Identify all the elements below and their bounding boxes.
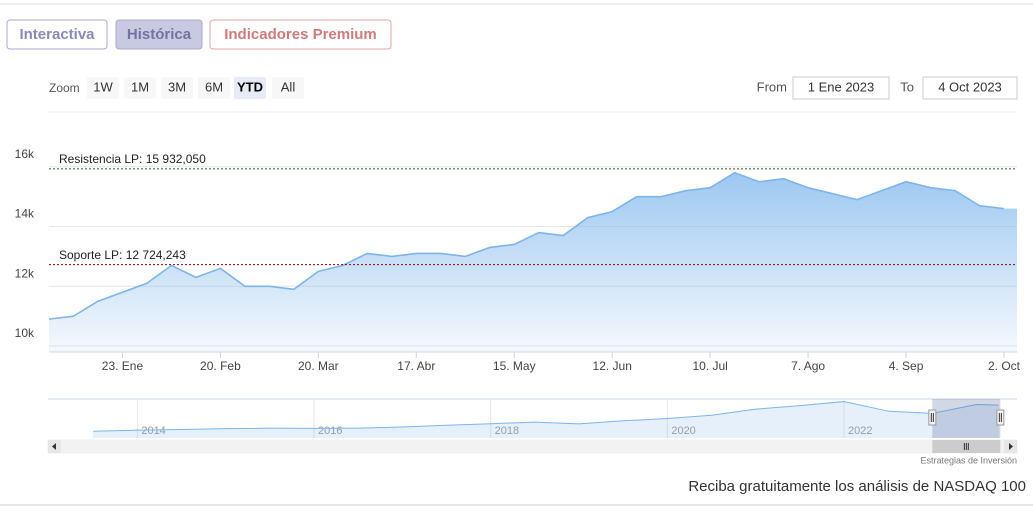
tab-label[interactable]: Interactiva [19, 26, 95, 43]
x-tick-label: 20. Feb [200, 359, 241, 373]
to-input[interactable] [922, 76, 1018, 100]
credits: Estrategias de Inversión [920, 455, 1017, 465]
zoom-button[interactable] [87, 77, 119, 99]
navigator-tick-label: 2014 [141, 425, 165, 437]
scrollbar-track [47, 439, 1018, 454]
zoom-button-label[interactable]: 3M [168, 79, 186, 94]
from-label: From [757, 79, 787, 94]
navigator-tick-label: 2020 [671, 425, 695, 437]
x-tick-label: 12. Jun [593, 359, 632, 373]
zoom-button-label[interactable]: All [281, 79, 296, 94]
x-tick-label: 10. Jul [692, 359, 727, 373]
x-tick-label: 15. May [493, 359, 536, 373]
tab-label[interactable]: Histórica [127, 26, 192, 43]
x-tick-label: 2. Oct [988, 359, 1021, 373]
plot-line-label: Soporte LP: 12 724,243 [59, 248, 186, 262]
plot-line-label: Resistencia LP: 15 932,050 [59, 152, 206, 166]
tab[interactable] [209, 19, 392, 50]
tab-label[interactable]: Indicadores Premium [224, 26, 377, 43]
tab[interactable] [6, 19, 108, 50]
navigator-tick-label: 2018 [495, 425, 519, 437]
from-value[interactable]: 1 Ene 2023 [808, 79, 875, 94]
to-value[interactable]: 4 Oct 2023 [938, 79, 1002, 94]
x-tick-label: 17. Abr [397, 359, 435, 373]
zoom-button[interactable] [272, 77, 304, 99]
from-input[interactable] [792, 76, 890, 100]
zoom-button-label[interactable]: 1M [131, 79, 149, 94]
zoom-button[interactable] [124, 77, 156, 99]
zoom-button[interactable] [234, 77, 266, 99]
zoom-button[interactable] [161, 77, 193, 99]
footer-text[interactable]: Reciba gratuitamente los análisis de NAS… [688, 478, 1026, 495]
navigator-line [93, 401, 999, 432]
x-tick-label: 7. Ago [791, 359, 825, 373]
y-tick-label: 14k [15, 207, 35, 221]
tab[interactable] [115, 19, 203, 50]
navigator-tick-label: 2022 [848, 425, 872, 437]
zoom-button-label[interactable]: YTD [237, 79, 263, 94]
zoom-button[interactable] [198, 77, 230, 99]
navigator-handle[interactable] [996, 409, 1005, 426]
to-label: To [900, 79, 914, 94]
y-tick-label: 12k [15, 266, 35, 280]
x-tick-label: 4. Sep [889, 359, 924, 373]
zoom-label: Zoom [49, 81, 80, 95]
area-line [48, 171, 1005, 320]
x-tick-label: 23. Ene [102, 359, 144, 373]
zoom-button-label[interactable]: 1W [93, 79, 113, 94]
navigator-selection [932, 399, 1001, 438]
y-tick-label: 16k [15, 147, 35, 161]
navigator-handle[interactable] [928, 409, 937, 426]
area-fill [49, 172, 1017, 352]
y-tick-label: 10k [15, 326, 35, 340]
navigator-area [93, 401, 999, 438]
zoom-button-label[interactable]: 6M [205, 79, 223, 94]
arrow-left [52, 443, 56, 450]
arrow-right [1009, 443, 1013, 450]
x-tick-label: 20. Mar [298, 359, 339, 373]
